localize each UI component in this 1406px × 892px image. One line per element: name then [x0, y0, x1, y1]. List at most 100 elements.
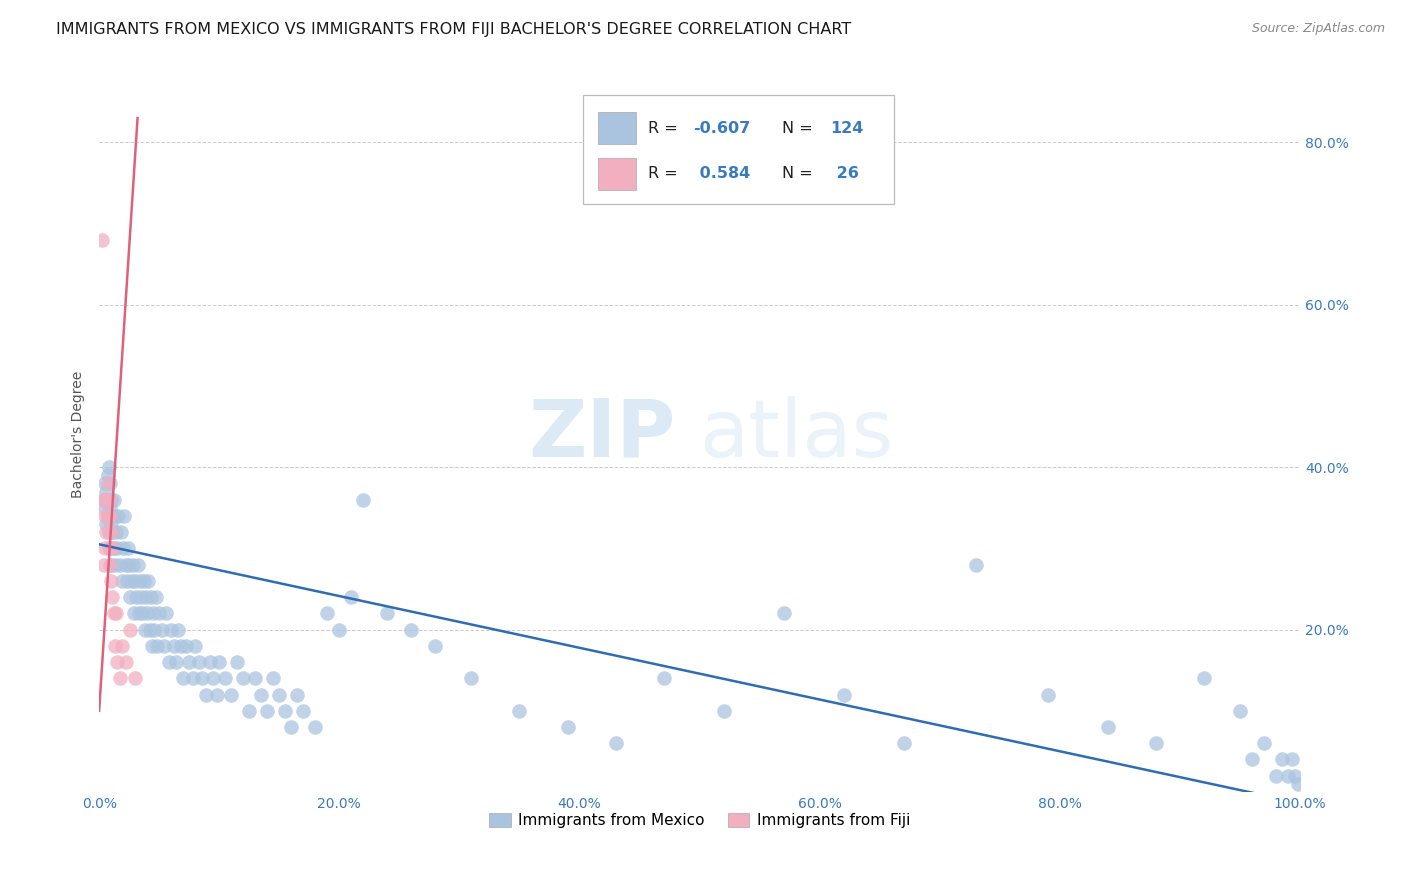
- Point: [111, 639, 134, 653]
- Point: [120, 623, 142, 637]
- Point: [292, 704, 315, 718]
- Point: [195, 688, 218, 702]
- Point: [129, 590, 152, 604]
- Point: [96, 516, 118, 531]
- Point: [96, 492, 118, 507]
- Point: [90, 233, 112, 247]
- Point: [105, 655, 128, 669]
- Point: [1253, 736, 1275, 750]
- Point: [122, 607, 145, 621]
- Point: [250, 688, 273, 702]
- FancyBboxPatch shape: [598, 158, 636, 190]
- Point: [141, 639, 163, 653]
- Point: [94, 541, 117, 556]
- FancyBboxPatch shape: [598, 112, 636, 144]
- Point: [245, 671, 267, 685]
- Point: [98, 508, 121, 523]
- Point: [198, 655, 221, 669]
- Point: [120, 590, 142, 604]
- Point: [138, 623, 160, 637]
- Point: [94, 500, 117, 515]
- Point: [269, 688, 291, 702]
- Point: [100, 574, 122, 588]
- Point: [104, 525, 127, 540]
- Point: [1097, 720, 1119, 734]
- Point: [652, 671, 675, 685]
- Point: [97, 541, 120, 556]
- Point: [117, 541, 139, 556]
- Text: N =: N =: [783, 120, 818, 136]
- FancyBboxPatch shape: [583, 95, 894, 204]
- Point: [274, 704, 297, 718]
- Point: [160, 623, 183, 637]
- Point: [111, 574, 134, 588]
- Point: [285, 688, 308, 702]
- Y-axis label: Bachelor's Degree: Bachelor's Degree: [72, 371, 86, 499]
- Point: [93, 558, 115, 572]
- Point: [96, 508, 118, 523]
- Text: R =: R =: [648, 167, 683, 181]
- Point: [167, 623, 190, 637]
- Point: [280, 720, 302, 734]
- Point: [219, 688, 242, 702]
- Point: [115, 574, 138, 588]
- Text: Source: ZipAtlas.com: Source: ZipAtlas.com: [1251, 22, 1385, 36]
- Point: [352, 492, 374, 507]
- Text: 0.584: 0.584: [693, 167, 749, 181]
- Point: [605, 736, 627, 750]
- Point: [155, 607, 177, 621]
- Point: [112, 541, 135, 556]
- Point: [98, 541, 121, 556]
- Point: [162, 639, 184, 653]
- Point: [1192, 671, 1215, 685]
- Point: [103, 607, 125, 621]
- Point: [121, 558, 143, 572]
- Point: [136, 607, 159, 621]
- Legend: Immigrants from Mexico, Immigrants from Fiji: Immigrants from Mexico, Immigrants from …: [484, 806, 917, 834]
- Point: [132, 574, 155, 588]
- Point: [713, 704, 735, 718]
- Point: [100, 525, 122, 540]
- Point: [157, 655, 180, 669]
- Point: [129, 574, 152, 588]
- Point: [143, 623, 166, 637]
- Point: [135, 590, 157, 604]
- Point: [174, 639, 197, 653]
- Point: [96, 476, 118, 491]
- Point: [377, 607, 399, 621]
- Point: [965, 558, 987, 572]
- Point: [96, 508, 118, 523]
- Text: atlas: atlas: [700, 396, 894, 474]
- Point: [131, 607, 153, 621]
- Point: [114, 655, 136, 669]
- Point: [202, 671, 225, 685]
- Point: [214, 671, 236, 685]
- Point: [114, 558, 136, 572]
- Point: [108, 671, 131, 685]
- Point: [97, 525, 120, 540]
- Point: [104, 607, 127, 621]
- Text: ZIP: ZIP: [529, 396, 676, 474]
- Point: [1241, 752, 1264, 766]
- Point: [142, 607, 165, 621]
- Text: 26: 26: [831, 167, 859, 181]
- Point: [101, 508, 124, 523]
- Point: [1036, 688, 1059, 702]
- Point: [153, 639, 176, 653]
- Point: [96, 468, 118, 483]
- Point: [205, 688, 228, 702]
- Point: [232, 671, 254, 685]
- Point: [124, 574, 146, 588]
- Point: [110, 525, 132, 540]
- Point: [121, 574, 143, 588]
- Point: [1284, 769, 1306, 783]
- Point: [1277, 769, 1299, 783]
- Point: [91, 492, 114, 507]
- Point: [165, 655, 187, 669]
- Point: [191, 671, 214, 685]
- Point: [107, 508, 129, 523]
- Point: [328, 623, 350, 637]
- Point: [97, 460, 120, 475]
- Point: [145, 590, 167, 604]
- Text: N =: N =: [783, 167, 818, 181]
